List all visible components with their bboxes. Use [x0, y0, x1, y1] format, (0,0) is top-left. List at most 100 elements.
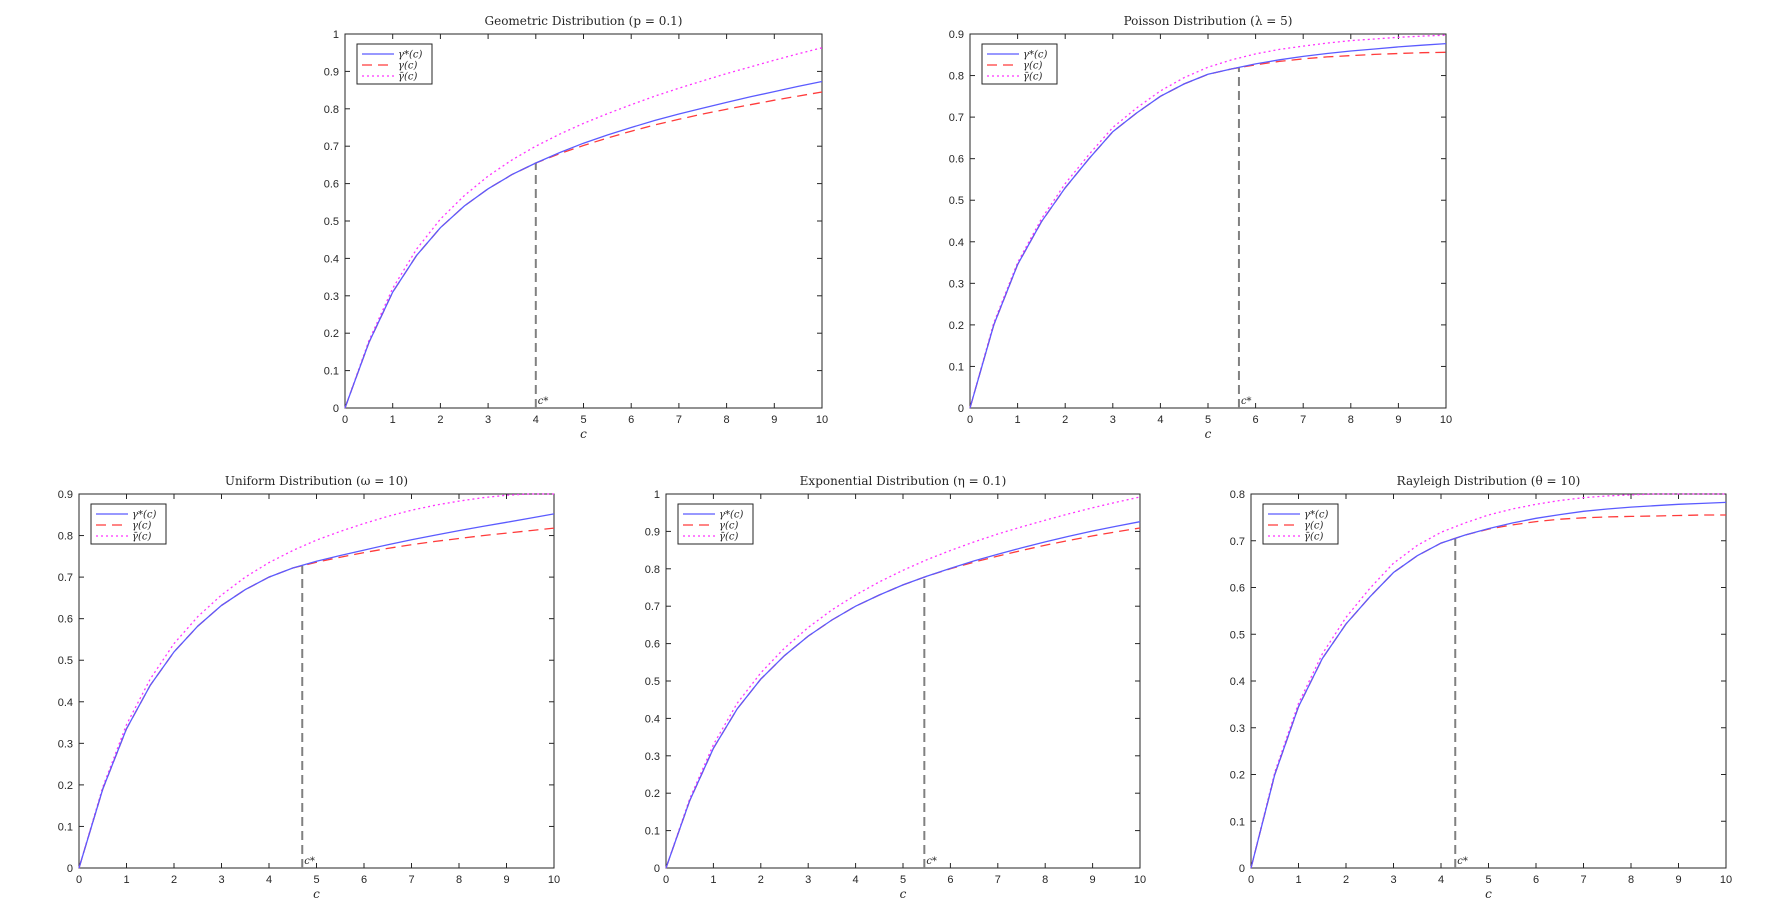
y-tick-label: 0.3: [58, 738, 73, 750]
legend-label-1: γ*(c): [719, 510, 743, 521]
chart-title: Geometric Distribution (p = 0.1): [485, 14, 683, 28]
legend-label-3: γ̄(c): [132, 532, 151, 543]
x-tick-label: 0: [1248, 874, 1254, 886]
x-tick-label: 7: [995, 874, 1001, 886]
x-tick-label: 4: [266, 874, 272, 886]
series-line-1: [969, 42, 1447, 409]
legend-box: [1262, 503, 1339, 545]
x-tick-label: 0: [967, 414, 973, 426]
legend-label-3: γ̄(c): [1304, 532, 1323, 543]
x-tick-label: 4: [533, 414, 539, 426]
y-tick-label: 0.4: [324, 253, 339, 265]
x-tick-label: 7: [1580, 874, 1586, 886]
plot-area-box: [1250, 493, 1727, 869]
legend-label-2: γ(c): [719, 521, 738, 532]
x-tick-label: 3: [1110, 414, 1116, 426]
y-tick-label: 0.1: [1230, 816, 1245, 828]
series-line-1: [1250, 501, 1727, 869]
legend-box: [981, 43, 1058, 85]
y-tick-label: 0.5: [949, 195, 964, 207]
y-tick-label: 0.2: [58, 780, 73, 792]
y-tick-label: 0.3: [949, 278, 964, 290]
subplot-4: 0 1 2 3 4 5 6 7 8 9 10 0 0.1 0.2 0.3 0.4 0.5 0.6 0.7 0.8 0.9…: [645, 474, 1146, 901]
legend-label-3: γ̄(c): [719, 532, 738, 543]
x-tick-label: 5: [580, 414, 586, 426]
x-axis-label: c: [1485, 887, 1492, 901]
x-axis-label: c: [313, 887, 320, 901]
series-line-3: [344, 47, 823, 409]
x-tick-label: 0: [76, 874, 82, 886]
legend-label-1: γ*(c): [1304, 510, 1328, 521]
subplot-3: 0 1 2 3 4 5 6 7 8 9 10 0 0.1 0.2 0.3 0.4 0.5 0.6 0.7 0.8 0.9…: [58, 474, 560, 901]
y-tick-label: 0.5: [324, 216, 339, 228]
legend-label-3: γ̄(c): [1023, 72, 1042, 83]
y-tick-label: 0: [67, 863, 73, 875]
legend-label-2: γ(c): [132, 521, 151, 532]
x-tick-label: 7: [1300, 414, 1306, 426]
y-tick-label: 0.5: [58, 655, 73, 667]
legend-label-1: γ*(c): [132, 510, 156, 521]
legend-label-2: γ(c): [1304, 521, 1323, 532]
x-tick-label: 3: [485, 414, 491, 426]
x-tick-label: 0: [663, 874, 669, 886]
series-line-3: [665, 496, 1141, 869]
y-tick-label: 0.2: [324, 328, 339, 340]
chart-title: Poisson Distribution (λ = 5): [1124, 14, 1293, 28]
legend-label-2: γ(c): [398, 61, 417, 72]
x-tick-label: 6: [1533, 874, 1539, 886]
x-axis-label: c: [900, 887, 907, 901]
y-tick-label: 0.6: [949, 154, 964, 166]
x-tick-label: 1: [1295, 874, 1301, 886]
y-tick-label: 0.8: [949, 71, 964, 83]
y-tick-label: 0.6: [58, 614, 73, 626]
series-line-1: [665, 521, 1141, 869]
cstar-label: c*: [1457, 856, 1468, 867]
x-tick-label: 2: [437, 414, 443, 426]
series-line-3: [78, 493, 554, 869]
y-tick-label: 0.5: [1230, 629, 1245, 641]
x-tick-label: 8: [724, 414, 730, 426]
x-tick-label: 1: [1015, 414, 1021, 426]
x-tick-label: 10: [816, 414, 828, 426]
cstar-label: c*: [538, 396, 549, 407]
x-tick-label: 9: [771, 414, 777, 426]
legend-label-2: γ(c): [1023, 61, 1042, 72]
x-tick-label: 7: [408, 874, 414, 886]
y-tick-label: 0.1: [949, 361, 964, 373]
series-line-2: [1250, 514, 1726, 869]
x-tick-label: 9: [1675, 874, 1681, 886]
y-tick-label: 0.7: [645, 601, 660, 613]
x-tick-label: 4: [1438, 874, 1444, 886]
x-tick-label: 6: [361, 874, 367, 886]
x-tick-label: 7: [676, 414, 682, 426]
y-tick-label: 0.7: [324, 141, 339, 153]
y-tick-label: 0: [1239, 863, 1245, 875]
x-tick-label: 8: [1042, 874, 1048, 886]
y-tick-label: 0.7: [1230, 536, 1245, 548]
x-tick-label: 6: [1253, 414, 1259, 426]
subplot-5: 0 1 2 3 4 5 6 7 8 9 10 0 0.1 0.2 0.3 0.4 0.5 0.6 0.7 0.8 Ray…: [1230, 474, 1732, 901]
x-tick-label: 10: [548, 874, 560, 886]
y-tick-label: 1: [654, 489, 660, 501]
legend-box: [90, 503, 167, 545]
y-tick-label: 0.4: [58, 697, 73, 709]
legend-box: [677, 503, 754, 545]
x-tick-label: 5: [900, 874, 906, 886]
x-tick-label: 2: [758, 874, 764, 886]
x-tick-label: 8: [1348, 414, 1354, 426]
y-tick-label: 0.4: [645, 713, 660, 725]
x-axis-label: c: [580, 427, 587, 441]
y-tick-label: 0.2: [645, 788, 660, 800]
x-tick-label: 1: [390, 414, 396, 426]
chart-title: Exponential Distribution (η = 0.1): [800, 474, 1007, 488]
y-tick-label: 0.8: [324, 104, 339, 116]
chart-title: Rayleigh Distribution (θ = 10): [1397, 474, 1581, 488]
y-tick-label: 0.8: [58, 531, 73, 543]
subplot-1: 0 1 2 3 4 5 6 7 8 9 10 0 0.1 0.2 0.3 0.4 0.5 0.6 0.7 0.8 0.9…: [324, 14, 828, 441]
x-tick-label: 2: [1343, 874, 1349, 886]
y-tick-label: 0.9: [645, 526, 660, 538]
y-tick-label: 0.2: [949, 320, 964, 332]
y-tick-label: 0.6: [645, 639, 660, 651]
series-line-3: [1250, 493, 1726, 869]
y-tick-label: 0: [333, 403, 339, 415]
